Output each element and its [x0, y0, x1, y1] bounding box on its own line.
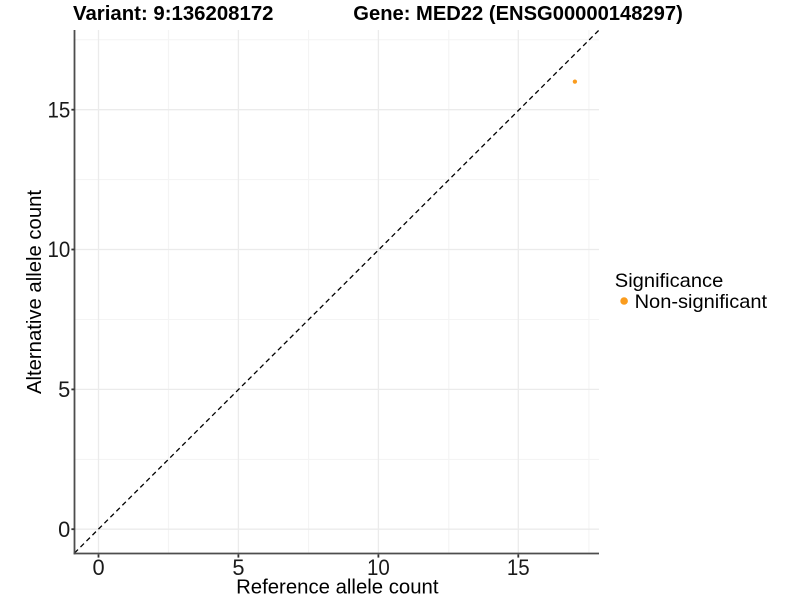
- svg-text:15: 15: [507, 555, 530, 580]
- svg-text:0: 0: [92, 555, 104, 580]
- svg-text:10: 10: [367, 555, 390, 580]
- svg-text:Alternative allele count: Alternative allele count: [24, 190, 46, 394]
- svg-text:15: 15: [48, 97, 71, 122]
- svg-text:10: 10: [48, 237, 71, 262]
- svg-text:Significance: Significance: [615, 270, 724, 292]
- svg-text:Non-significant: Non-significant: [635, 291, 768, 313]
- svg-text:5: 5: [232, 555, 244, 580]
- svg-text:Variant: 9:136208172: Variant: 9:136208172: [73, 2, 274, 25]
- svg-text:5: 5: [58, 377, 70, 402]
- svg-text:0: 0: [58, 517, 70, 542]
- svg-text:Gene: MED22 (ENSG00000148297): Gene: MED22 (ENSG00000148297): [353, 2, 683, 25]
- svg-text:Reference allele count: Reference allele count: [236, 576, 439, 598]
